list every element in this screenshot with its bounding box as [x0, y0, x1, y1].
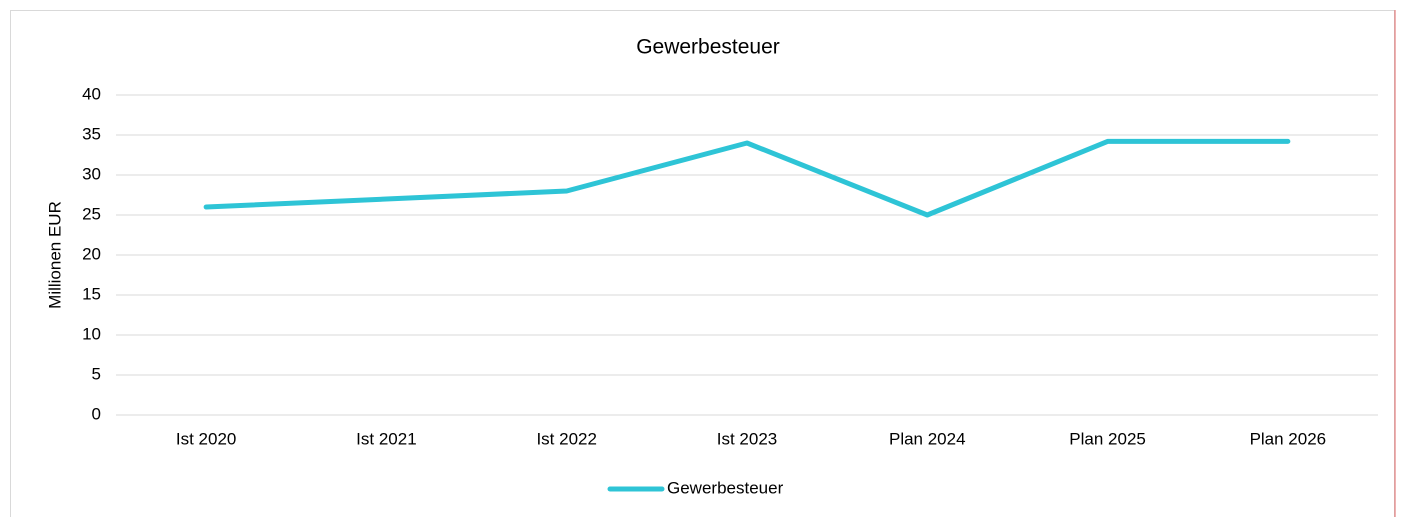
y-tick-label: 10 [82, 324, 101, 343]
y-axis-label: Millionen EUR [45, 201, 64, 309]
y-tick-label: 40 [82, 84, 101, 103]
y-tick-label: 25 [82, 204, 101, 223]
y-tick-label: 30 [82, 164, 101, 183]
x-tick-label: Ist 2020 [176, 429, 237, 448]
y-tick-label: 5 [92, 364, 101, 383]
y-tick-label: 15 [82, 284, 101, 303]
y-tick-label: 0 [92, 404, 101, 423]
x-tick-label: Plan 2024 [889, 429, 966, 448]
chart-title: Gewerbesteuer [636, 36, 780, 59]
x-tick-label: Ist 2021 [356, 429, 417, 448]
y-tick-label: 20 [82, 244, 101, 263]
y-tick-label: 35 [82, 124, 101, 143]
legend-label: Gewerbesteuer [667, 478, 784, 497]
x-tick-label: Plan 2026 [1250, 429, 1327, 448]
x-tick-label: Ist 2022 [536, 429, 597, 448]
x-tick-label: Plan 2025 [1069, 429, 1146, 448]
x-tick-label: Ist 2023 [717, 429, 778, 448]
data-line [203, 138, 1291, 218]
